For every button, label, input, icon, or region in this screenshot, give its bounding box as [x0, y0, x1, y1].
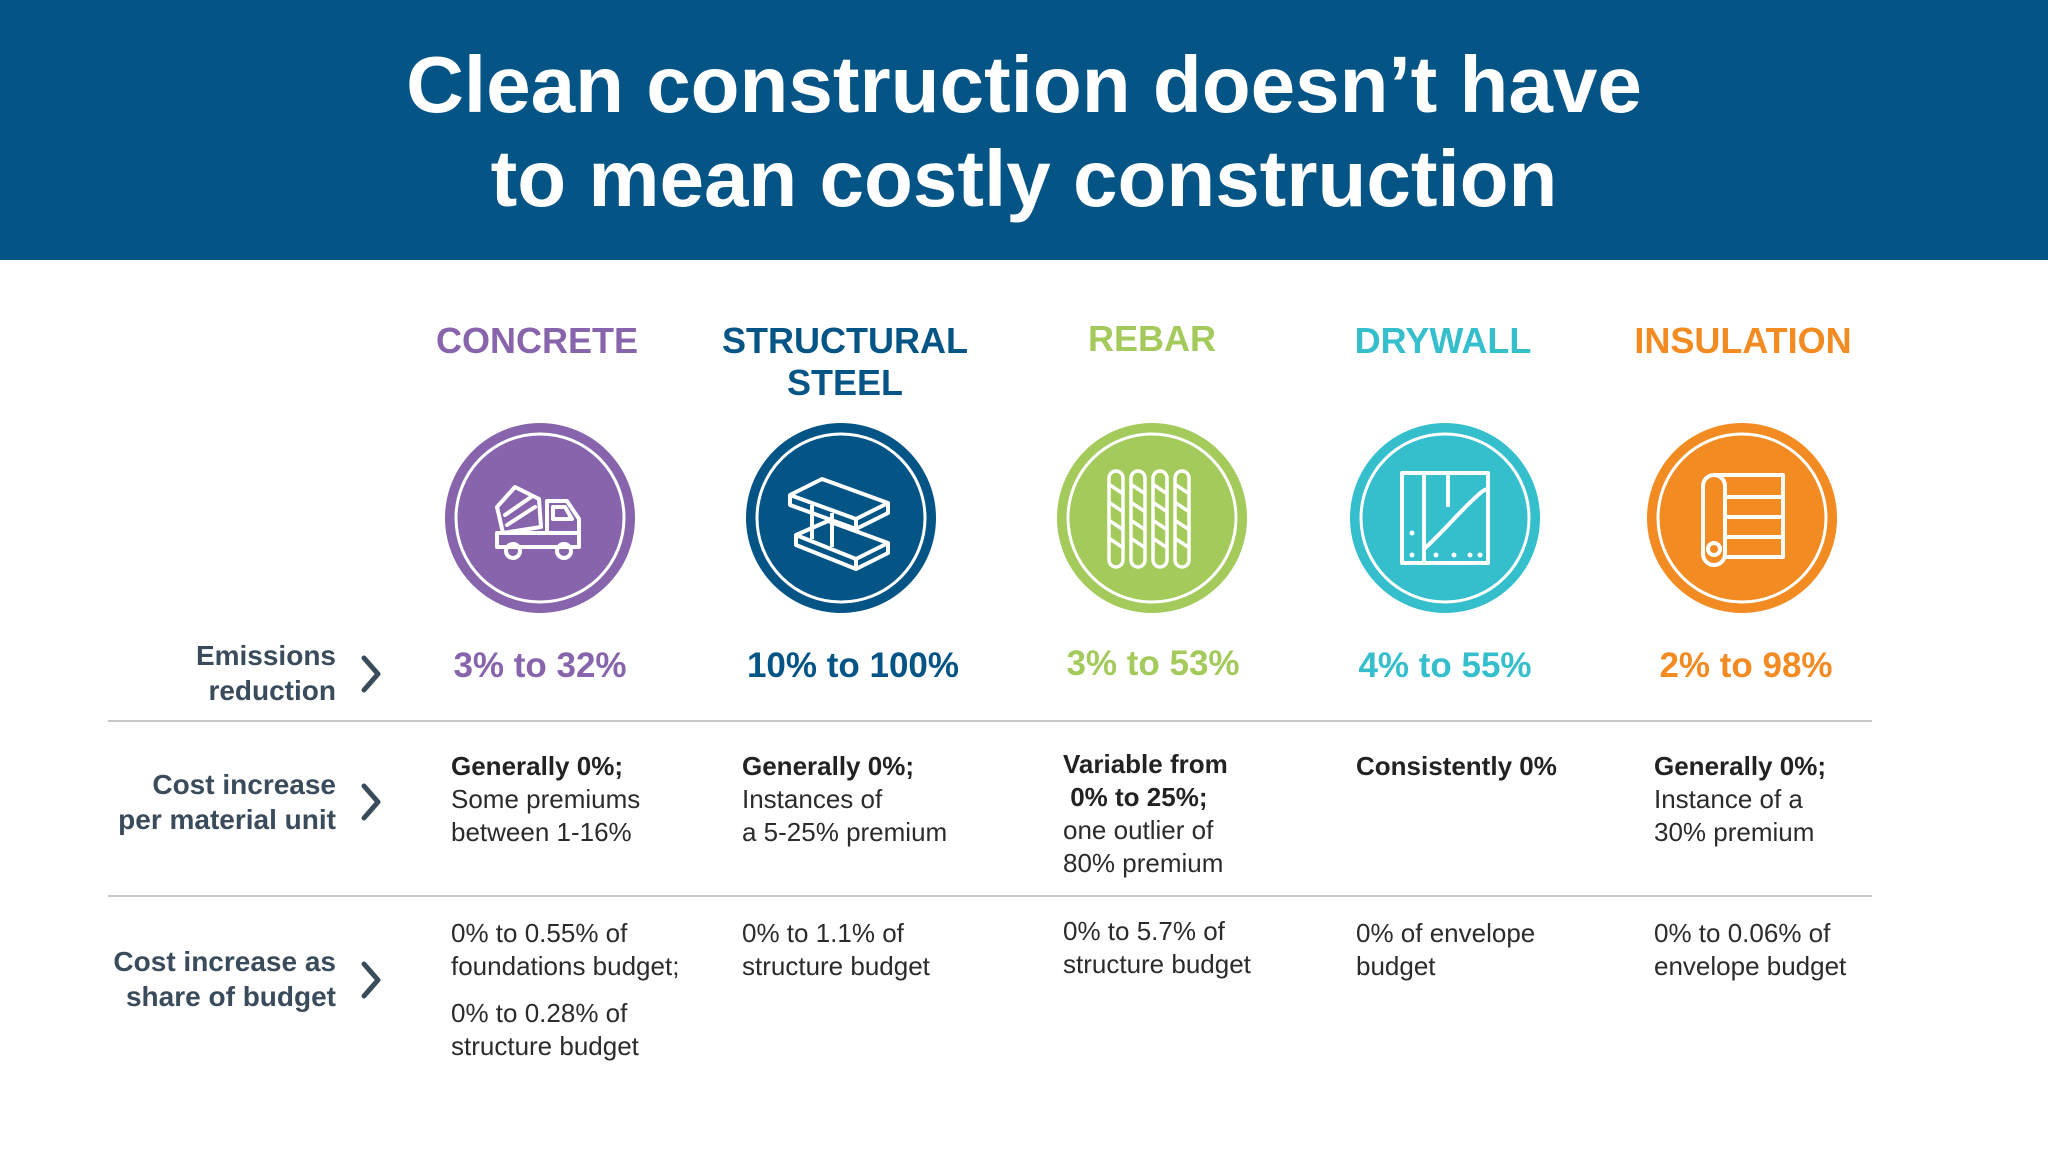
- row-label-emissions: Emissions reduction: [106, 638, 336, 708]
- row-label-emissions-line2: reduction: [208, 675, 336, 706]
- header-structural-steel-line1: STRUCTURAL: [722, 320, 968, 361]
- emissions-rebar: 3% to 53%: [1066, 644, 1240, 683]
- row-label-emissions-line1: Emissions: [195, 640, 336, 671]
- header-rebar: REBAR: [1002, 318, 1302, 360]
- budget-drywall-text-1: 0% of envelope: [1356, 918, 1536, 948]
- budget-drywall: 0% of envelope budget: [1356, 917, 1626, 983]
- row-label-cost-unit: Cost increase per material unit: [106, 767, 336, 837]
- cost-unit-rebar-text-2: 80% premium: [1063, 848, 1224, 878]
- emissions-insulation: 2% to 98%: [1659, 646, 1833, 685]
- drywall-circle: [1350, 423, 1540, 613]
- budget-insulation: 0% to 0.06% of envelope budget: [1654, 917, 1924, 983]
- budget-drywall-text-2: budget: [1356, 951, 1436, 981]
- row-divider: [108, 895, 1872, 897]
- budget-insulation-text-2: envelope budget: [1654, 951, 1847, 981]
- cost-unit-concrete-text-2: between 1-16%: [451, 817, 632, 847]
- cost-unit-structural-steel: Generally 0%; Instances of a 5-25% premi…: [742, 750, 1012, 849]
- rebar-icon: [1066, 432, 1238, 604]
- header-structural-steel-line2: STEEL: [786, 362, 903, 403]
- budget-rebar-text-2: structure budget: [1063, 949, 1251, 979]
- chevron-right-icon: [361, 961, 381, 999]
- budget-concrete: 0% to 0.55% of foundations budget; 0% to…: [451, 917, 721, 1063]
- cost-unit-rebar-lead-1: Variable from: [1063, 749, 1228, 779]
- budget-steel-text-1: 0% to 1.1% of: [742, 918, 904, 948]
- cost-unit-insulation-lead: Generally 0%;: [1654, 751, 1826, 781]
- concrete-circle: [445, 423, 635, 613]
- cost-unit-steel-text-2: a 5-25% premium: [742, 817, 948, 847]
- concrete-mixer-truck-icon: [454, 432, 626, 604]
- header-insulation: INSULATION: [1593, 320, 1893, 362]
- budget-concrete-text-4: structure budget: [451, 1031, 639, 1061]
- cost-unit-rebar: Variable from 0% to 25%; one outlier of …: [1063, 748, 1333, 880]
- row-label-cost-unit-line2: per material unit: [118, 804, 336, 835]
- header-concrete: CONCRETE: [387, 320, 687, 362]
- cost-unit-rebar-lead-2: 0% to 25%;: [1063, 782, 1208, 812]
- budget-concrete-text-2: foundations budget;: [451, 951, 680, 981]
- row-label-budget: Cost increase as share of budget: [106, 944, 336, 1014]
- budget-concrete-text-3: 0% to 0.28% of: [451, 998, 628, 1028]
- budget-concrete-text-1: 0% to 0.55% of: [451, 918, 628, 948]
- budget-insulation-text-1: 0% to 0.06% of: [1654, 918, 1831, 948]
- header-insulation-text: INSULATION: [1634, 320, 1852, 361]
- emissions-concrete: 3% to 32%: [453, 646, 627, 685]
- header-drywall: DRYWALL: [1293, 320, 1593, 362]
- header-concrete-text: CONCRETE: [435, 320, 638, 361]
- drywall-panel-icon: [1359, 432, 1531, 604]
- insulation-roll-icon: [1656, 432, 1828, 604]
- title-line-1: Clean construction doesn’t have: [406, 40, 1642, 129]
- row-label-cost-unit-line1: Cost increase: [152, 769, 336, 800]
- cost-unit-drywall-lead: Consistently 0%: [1356, 751, 1557, 781]
- title-banner: Clean construction doesn’t have to mean …: [0, 0, 2048, 260]
- rebar-circle: [1057, 423, 1247, 613]
- insulation-circle: [1647, 423, 1837, 613]
- cost-unit-concrete-lead: Generally 0%;: [451, 751, 623, 781]
- row-label-budget-line2: share of budget: [125, 981, 336, 1012]
- cost-unit-concrete-text-1: Some premiums: [451, 784, 641, 814]
- emissions-structural-steel: 10% to 100%: [746, 646, 960, 685]
- budget-concrete-gap: [451, 983, 721, 997]
- emissions-drywall: 4% to 55%: [1358, 646, 1532, 685]
- budget-rebar-text-1: 0% to 5.7% of: [1063, 916, 1225, 946]
- cost-unit-steel-text-1: Instances of: [742, 784, 883, 814]
- cost-unit-concrete: Generally 0%; Some premiums between 1-16…: [451, 750, 721, 849]
- chevron-right-icon: [361, 783, 381, 821]
- budget-structural-steel: 0% to 1.1% of structure budget: [742, 917, 1012, 983]
- cost-unit-steel-lead: Generally 0%;: [742, 751, 914, 781]
- row-divider: [108, 720, 1872, 722]
- row-label-budget-line1: Cost increase as: [113, 946, 336, 977]
- budget-rebar: 0% to 5.7% of structure budget: [1063, 915, 1333, 981]
- cost-unit-insulation-text-2: 30% premium: [1654, 817, 1815, 847]
- title-line-2: to mean costly construction: [490, 134, 1558, 223]
- cost-unit-insulation: Generally 0%; Instance of a 30% premium: [1654, 750, 1924, 849]
- cost-unit-rebar-text-1: one outlier of: [1063, 815, 1214, 845]
- cost-unit-drywall: Consistently 0%: [1356, 750, 1626, 783]
- steel-beam-icon: [755, 432, 927, 604]
- chevron-right-icon: [361, 655, 381, 693]
- header-drywall-text: DRYWALL: [1354, 320, 1532, 361]
- header-structural-steel: STRUCTURAL STEEL: [695, 320, 995, 404]
- budget-steel-text-2: structure budget: [742, 951, 930, 981]
- structural-steel-circle: [746, 423, 936, 613]
- header-rebar-text: REBAR: [1087, 318, 1216, 359]
- cost-unit-insulation-text-1: Instance of a: [1654, 784, 1803, 814]
